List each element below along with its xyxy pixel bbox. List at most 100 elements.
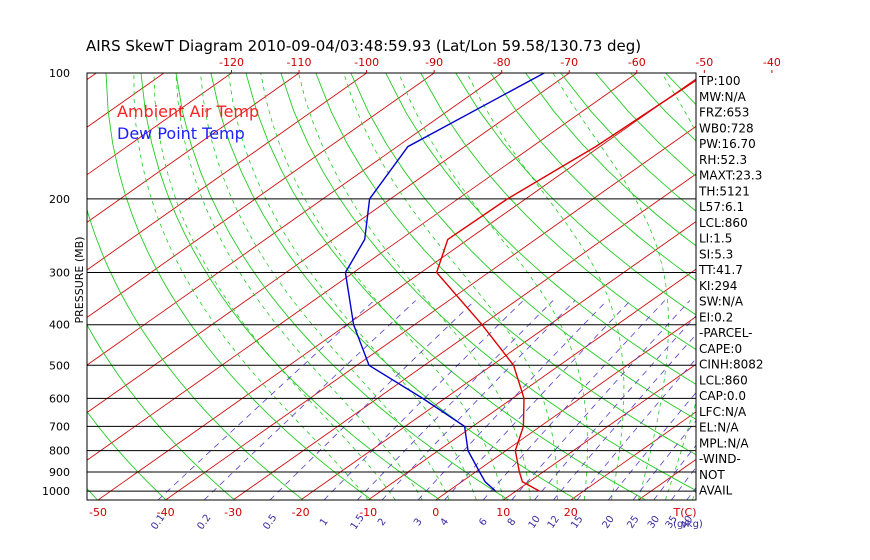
- bottom-temp-tick: 20: [564, 506, 578, 519]
- mixing-ratio-unit: (g/kg): [673, 519, 703, 530]
- index-entry: MPL:N/A: [699, 436, 749, 450]
- mixing-ratio-label: 0.2: [195, 513, 213, 532]
- plot-frame: [86, 72, 697, 501]
- index-entry: L57:6.1: [699, 200, 744, 214]
- top-temp-tick: -100: [354, 56, 379, 69]
- isobar-lines: [87, 72, 696, 492]
- mixing-ratio-label: 12: [546, 514, 562, 531]
- legend-entry: Dew Point Temp: [117, 124, 245, 143]
- mixing-ratio-line: [269, 300, 476, 500]
- index-entry: LFC:N/A: [699, 405, 747, 419]
- index-entry: LCL:860: [699, 373, 748, 387]
- mixing-ratio-line: [417, 300, 608, 500]
- index-entry: PW:16.70: [699, 137, 756, 151]
- dry-adiabat-line: [770, 73, 870, 500]
- mixing-ratio-line: [534, 315, 696, 500]
- pressure-tick-label: 800: [49, 445, 70, 458]
- dry-adiabat-line: [105, 73, 372, 500]
- moist-adiabat-line: [552, 73, 669, 500]
- bottom-temp-tick: -50: [89, 506, 107, 519]
- dry-adiabat-line: [455, 73, 696, 316]
- mixing-ratio-label: 4: [439, 517, 452, 529]
- index-entry: MAXT:23.3: [699, 169, 762, 183]
- index-entry: CAP:0.0: [699, 389, 746, 403]
- index-entry: SI:5.3: [699, 247, 733, 261]
- mixing-ratio-label: 2: [376, 517, 389, 529]
- mixing-ratio-line: [203, 300, 416, 500]
- index-entry: TP:100: [698, 74, 741, 88]
- moist-adiabat-line: [153, 73, 396, 500]
- dry-adiabat-line: [245, 73, 646, 500]
- isotherm-line: [503, 363, 696, 500]
- pressure-tick-label: 200: [49, 193, 70, 206]
- dry-adiabat-line: [525, 73, 696, 247]
- isotherm-line: [570, 411, 696, 500]
- bottom-temp-tick: -10: [359, 506, 377, 519]
- isotherm-lines: [87, 73, 870, 500]
- mixing-ratio-label: 6: [477, 517, 490, 529]
- moist-adiabat-line: [398, 73, 588, 500]
- index-entry: SW:N/A: [699, 295, 744, 309]
- moist-adiabat-line: [133, 73, 369, 500]
- moist-adiabat-line: [260, 73, 504, 500]
- bottom-temp-tick: -30: [224, 506, 242, 519]
- isotherm-line: [435, 316, 696, 500]
- sounding-series: [344, 73, 696, 492]
- dew-point-temp-line: [344, 73, 545, 492]
- moist-adiabat-line: [466, 73, 625, 500]
- mixing-ratio-line: [553, 334, 696, 500]
- moist-adiabat-line: [343, 73, 558, 500]
- isotherm-line: [165, 125, 696, 500]
- pressure-tick-label: 700: [49, 420, 70, 433]
- index-entry: TH:5121: [698, 184, 750, 198]
- isotherm-line: [87, 73, 502, 366]
- dry-adiabat-line: [87, 207, 304, 500]
- mixing-ratio-line: [323, 300, 524, 500]
- top-temp-tick: -90: [425, 56, 443, 69]
- isotherm-line: [97, 78, 696, 500]
- legend-entry: Ambient Air Temp: [117, 102, 259, 121]
- dry-adiabat-line: [175, 73, 509, 500]
- moist-adiabat-line: [175, 73, 423, 500]
- mixing-ratio-line: [444, 300, 631, 500]
- pressure-tick-labels: 100 200 300 400 500 600 700 800 900 1000: [42, 67, 70, 498]
- bottom-temp-unit: T(C): [673, 506, 697, 519]
- isotherm-line: [87, 73, 435, 319]
- index-entry: EI:0.2: [699, 310, 733, 324]
- index-entry: -PARCEL-: [699, 326, 753, 340]
- isotherm-line: [367, 268, 696, 500]
- pressure-tick-label: 100: [49, 67, 70, 80]
- pressure-tick-label: 500: [49, 359, 70, 372]
- plot-area: [87, 72, 870, 500]
- top-temp-tick: -60: [628, 56, 646, 69]
- top-temp-tick-labels: -120 -110 -100 -90 -80 -70 -60 -50 -40: [219, 56, 781, 73]
- mixing-ratio-label: 0.5: [261, 513, 279, 532]
- pressure-tick-label: 300: [49, 267, 70, 280]
- bottom-temp-tick: -20: [292, 506, 310, 519]
- isotherm-line: [300, 221, 696, 500]
- dry-adiabat-line: [840, 73, 870, 500]
- ambient-air-temp-line: [435, 79, 696, 492]
- index-entry: LI:1.5: [699, 232, 732, 246]
- dry-adiabat-lines: [87, 73, 870, 500]
- isotherm-line: [87, 73, 570, 414]
- pressure-tick-label: 900: [49, 466, 70, 479]
- moist-adiabat-lines: [133, 73, 696, 500]
- bottom-temp-tick: -40: [157, 506, 175, 519]
- y-axis-label: PRESSURE (MB): [73, 237, 86, 324]
- mixing-ratio-line: [671, 466, 696, 500]
- index-entry: MW:N/A: [699, 90, 747, 104]
- mixing-ratio-label: 30: [646, 514, 662, 531]
- mixing-ratio-line: [482, 300, 666, 500]
- bottom-temp-tick: 10: [496, 506, 510, 519]
- top-temp-tick: -70: [560, 56, 578, 69]
- isotherm-line: [87, 73, 232, 176]
- isotherm-line: [774, 73, 870, 500]
- legend: Ambient Air Temp Dew Point Temp: [117, 102, 259, 143]
- dry-adiabat-line: [87, 323, 235, 500]
- mixing-ratio-label: 8: [506, 517, 519, 529]
- index-entry: KI:294: [699, 279, 737, 293]
- index-entry: NOT: [699, 468, 725, 482]
- index-entry: EL:N/A: [699, 421, 739, 435]
